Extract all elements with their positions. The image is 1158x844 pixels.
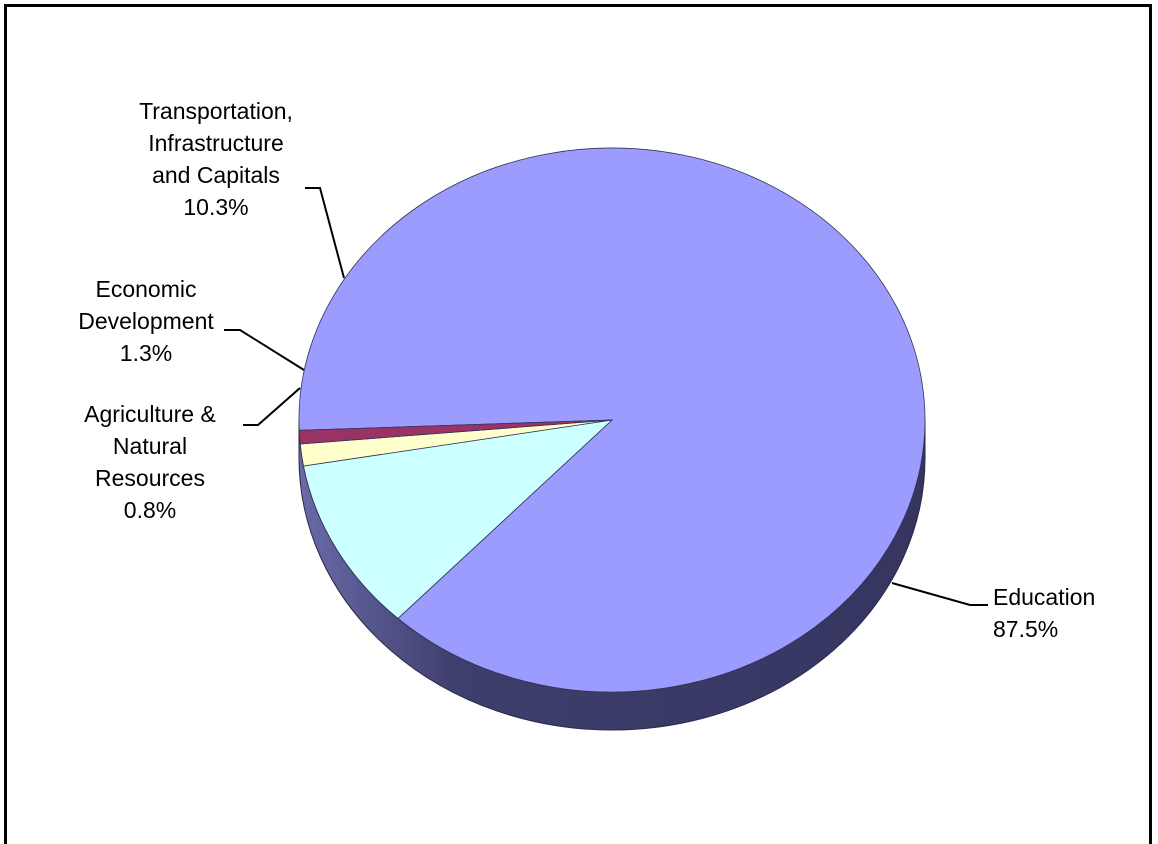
pie-slices <box>298 147 926 693</box>
label-transportation-infrastructure-and-capitals: Transportation, Infrastructure and Capital… <box>139 98 293 220</box>
pie-slice-transportation-infrastructure-and-capitals <box>303 419 614 620</box>
label-percent: 87.5% <box>993 616 1058 642</box>
label-text-line: Transportation, <box>139 98 293 124</box>
label-percent: 0.8% <box>124 497 176 523</box>
leader-line-economic-development <box>224 329 305 371</box>
label-text-line: Development <box>78 308 214 334</box>
leader-line-agriculture-natural-resources <box>243 387 301 426</box>
leader-lines <box>224 187 988 606</box>
label-economic-development: Economic Development 1.3% <box>78 276 214 366</box>
leader-line-education <box>891 582 988 606</box>
pie-slice-agriculture-natural-resources <box>298 419 613 445</box>
pie-slice-education <box>298 147 926 693</box>
label-percent: 1.3% <box>120 340 172 366</box>
label-percent: 10.3% <box>183 194 248 220</box>
label-text-line: Agriculture & <box>84 401 216 427</box>
leader-line-transportation-infrastructure-and-capitals <box>305 187 345 279</box>
label-text-line: Resources <box>95 465 205 491</box>
label-text-line: Education <box>993 584 1095 610</box>
label-agriculture-natural-resources: Agriculture & Natural Resources 0.8% <box>84 401 216 523</box>
label-text-line: Infrastructure <box>148 130 284 156</box>
label-text-line: Economic <box>96 276 197 302</box>
label-education: Education 87.5% <box>993 584 1095 642</box>
label-text-line: Natural <box>113 433 187 459</box>
label-text-line: and Capitals <box>152 162 280 188</box>
slice-labels: Education 87.5% Transportation, Infrastruct… <box>78 98 1095 642</box>
